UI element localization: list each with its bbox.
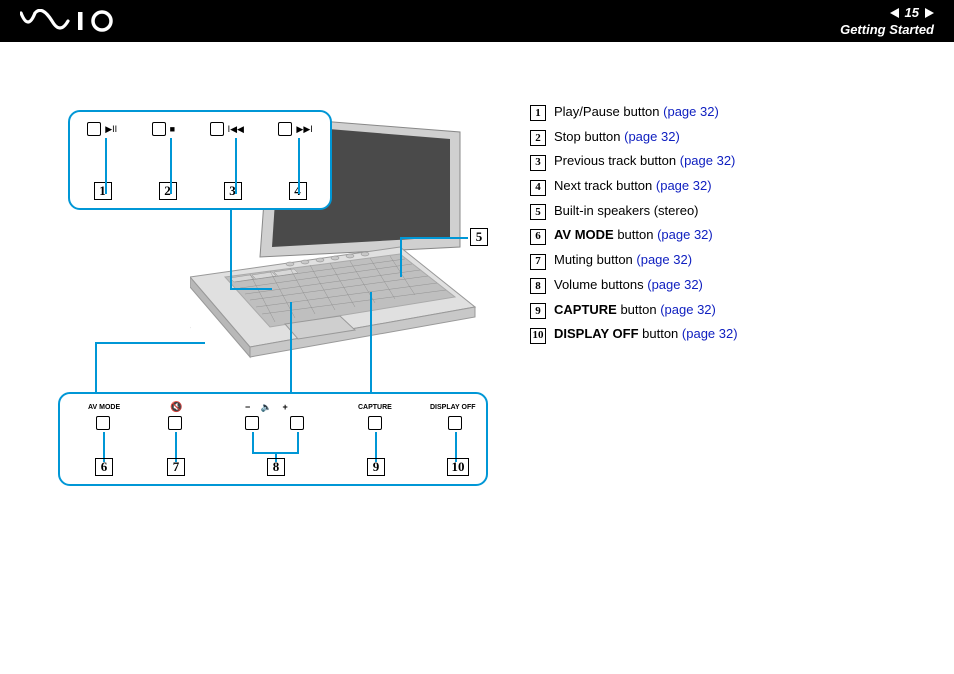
list-item: 4Next track button (page 32) [530, 174, 738, 199]
capture-label: CAPTURE [358, 404, 392, 411]
page-link[interactable]: (page 32) [647, 277, 703, 292]
callout-num-3: 3 [224, 182, 242, 200]
callout-num-6: 6 [95, 458, 113, 476]
list-item: 7Muting button (page 32) [530, 248, 738, 273]
callout-num-2: 2 [159, 182, 177, 200]
volume-label: − 🔈 + [245, 402, 292, 413]
header-right: 15 Getting Started [840, 5, 934, 37]
callout-num-9: 9 [367, 458, 385, 476]
callout-num-7: 7 [167, 458, 185, 476]
vaio-logo-svg [20, 9, 130, 33]
callout-num-1: 1 [94, 182, 112, 200]
list-item: 10DISPLAY OFF button (page 32) [530, 322, 738, 347]
laptop-diagram: ▶II ■ I◀◀ ▶▶I 1 2 3 4 5 [30, 92, 500, 492]
mute-icon: 🔇 [170, 402, 182, 413]
list-item: 2Stop button (page 32) [530, 125, 738, 150]
prev-track-icon: I◀◀ [228, 124, 244, 135]
av-mode-label: AV MODE [88, 404, 120, 411]
top-callout: ▶II ■ I◀◀ ▶▶I 1 2 3 4 [68, 110, 332, 210]
page-link[interactable]: (page 32) [657, 227, 713, 242]
page-link[interactable]: (page 32) [663, 104, 719, 119]
display-off-label: DISPLAY OFF [430, 404, 476, 411]
stop-icon: ■ [170, 124, 175, 134]
section-title: Getting Started [840, 22, 934, 37]
list-item: 3Previous track button (page 32) [530, 149, 738, 174]
content-area: ▶II ■ I◀◀ ▶▶I 1 2 3 4 5 [0, 42, 954, 492]
prev-page-arrow[interactable] [890, 8, 899, 18]
callout-num-10: 10 [447, 458, 469, 476]
callout-num-8: 8 [267, 458, 285, 476]
next-track-icon: ▶▶I [296, 124, 312, 135]
callout-num-5: 5 [470, 228, 488, 246]
page-link[interactable]: (page 32) [656, 178, 712, 193]
page-link[interactable]: (page 32) [660, 302, 716, 317]
next-page-arrow[interactable] [925, 8, 934, 18]
top-callout-buttons: ▶II ■ I◀◀ ▶▶I [70, 122, 330, 136]
top-callout-numbers: 1 2 3 4 [70, 182, 330, 200]
header-bar: 15 Getting Started [0, 0, 954, 42]
bottom-callout: AV MODE 🔇 − 🔈 + CAPTURE DISPLAY OFF [58, 392, 488, 486]
page-number: 15 [905, 5, 919, 20]
legend-list: 1Play/Pause button (page 32) 2Stop butto… [530, 92, 738, 492]
list-item: 9CAPTURE button (page 32) [530, 298, 738, 323]
page-link[interactable]: (page 32) [682, 326, 738, 341]
page-link[interactable]: (page 32) [636, 252, 692, 267]
list-item: 1Play/Pause button (page 32) [530, 100, 738, 125]
page-nav: 15 [890, 5, 934, 20]
page-link[interactable]: (page 32) [680, 153, 736, 168]
vaio-logo [20, 9, 130, 33]
play-pause-icon: ▶II [105, 124, 117, 135]
list-item: 8Volume buttons (page 32) [530, 273, 738, 298]
list-item: 5Built-in speakers (stereo) [530, 199, 738, 224]
list-item: 6AV MODE button (page 32) [530, 223, 738, 248]
page-link[interactable]: (page 32) [624, 129, 680, 144]
